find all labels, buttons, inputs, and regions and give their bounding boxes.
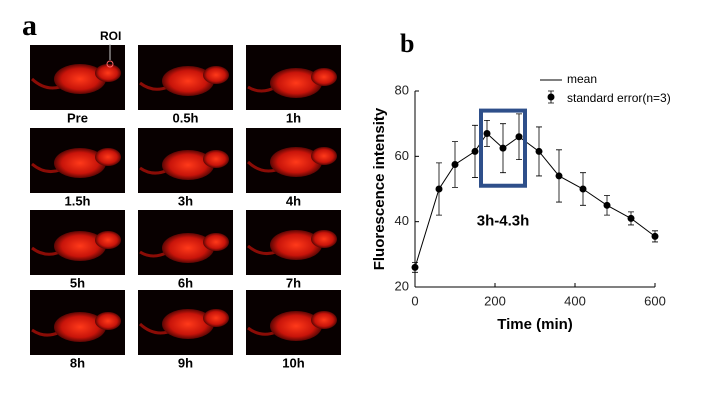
mouse-body: [270, 230, 322, 260]
point: [651, 232, 659, 240]
image-label: 8h: [70, 355, 85, 370]
mouse-image: [30, 45, 125, 110]
roi-marker: [106, 60, 114, 68]
point: [483, 129, 491, 137]
image-label: 1h: [286, 110, 301, 125]
image-label: 5h: [70, 275, 85, 290]
point: [499, 144, 507, 152]
legend-label: mean: [567, 72, 597, 86]
mouse-tail: [138, 322, 169, 335]
y-tick-label: 20: [395, 278, 409, 293]
mouse-head: [95, 312, 121, 330]
mouse-head: [311, 147, 337, 165]
panel-label: b: [400, 29, 414, 58]
highlight-box: [479, 108, 527, 188]
point: [535, 147, 543, 155]
mouse-body: [162, 66, 214, 96]
point: [555, 172, 563, 180]
roi-label: ROI: [100, 29, 121, 43]
mouse-tail: [31, 162, 61, 173]
point: [579, 185, 587, 193]
mouse-tail: [246, 160, 277, 173]
y-axis-title: Fluorescence intensity: [371, 107, 388, 270]
mouse-body: [54, 231, 106, 261]
mouse-head: [203, 150, 229, 168]
mouse-image: [138, 45, 233, 110]
image-label: 9h: [178, 355, 193, 370]
mouse-body: [54, 64, 106, 94]
point: [627, 214, 635, 222]
mouse-tail: [30, 77, 61, 90]
image-label: 10h: [282, 355, 304, 370]
x-tick-label: 400: [564, 293, 586, 308]
point: [603, 201, 611, 209]
image-label: 7h: [286, 275, 301, 290]
point: [471, 147, 479, 155]
point: [435, 185, 443, 193]
mouse-tail: [247, 244, 277, 255]
x-tick-label: 600: [644, 293, 666, 308]
line: [414, 132, 656, 268]
mouse-image: [246, 290, 341, 355]
mouse-image: [138, 128, 233, 193]
mouse-head: [311, 230, 337, 248]
panel-label: a: [22, 9, 37, 42]
mouse-head: [95, 148, 121, 166]
mouse-image: [246, 210, 341, 275]
y-tick-label: 80: [395, 82, 409, 97]
image-label: 1.5h: [64, 193, 90, 208]
mouse-image: [30, 210, 125, 275]
mouse-image: [246, 45, 341, 110]
mouse-body: [270, 147, 322, 177]
point: [515, 133, 523, 141]
x-axis-title: Time (min): [497, 316, 573, 333]
mouse-head: [203, 309, 229, 327]
mouse-image: [30, 128, 125, 193]
image-label: Pre: [67, 110, 88, 125]
mouse-body: [162, 150, 214, 180]
mouse-head: [203, 66, 229, 84]
mouse-head: [311, 311, 337, 329]
mouse-image: [138, 290, 233, 355]
mouse-body: [270, 311, 322, 341]
mouse-image: [30, 290, 125, 355]
x-tick-label: 200: [484, 293, 506, 308]
highlight-label: 3h-4.3h: [477, 213, 530, 230]
image-label: 3h: [178, 193, 193, 208]
x-tick-label: 0: [411, 293, 418, 308]
mouse-image: [138, 210, 233, 275]
image-label: 6h: [178, 275, 193, 290]
mouse-head: [311, 68, 337, 86]
mouse-body: [270, 68, 322, 98]
image-label: 0.5h: [172, 110, 198, 125]
mouse-body: [162, 309, 214, 339]
legend-label: standard error(n=3): [567, 91, 671, 105]
point: [451, 161, 459, 168]
mouse-body: [162, 233, 214, 263]
mouse-body: [54, 312, 106, 342]
mouse-head: [203, 233, 229, 251]
mouse-body: [54, 148, 106, 178]
mouse-image: [246, 128, 341, 193]
legend-point: [547, 93, 555, 101]
y-tick-label: 60: [395, 148, 409, 163]
image-label: 4h: [286, 193, 301, 208]
mouse-head: [95, 231, 121, 249]
y-tick-label: 40: [395, 213, 409, 228]
mouse-head: [95, 64, 121, 82]
point: [411, 263, 419, 271]
